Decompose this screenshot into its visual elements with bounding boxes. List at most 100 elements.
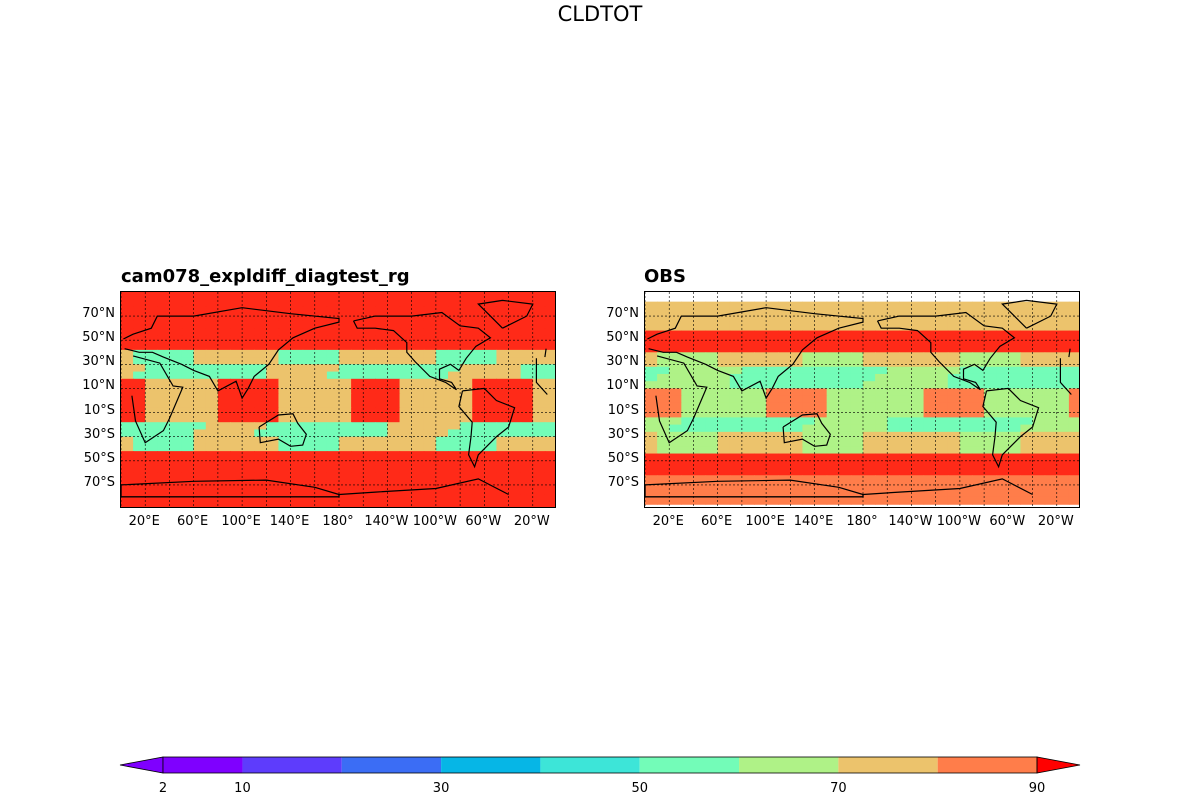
cloud-cell: [935, 402, 949, 411]
cloud-cell: [887, 475, 900, 484]
cloud-cell: [899, 468, 913, 476]
cloud-cell: [1008, 410, 1022, 418]
cloud-cell: [1032, 337, 1046, 346]
cloud-cell: [472, 320, 485, 329]
cloud-cell: [484, 313, 498, 322]
cloud-cell: [899, 475, 913, 484]
cloud-cell: [217, 465, 231, 474]
cloud-cell: [544, 328, 555, 336]
cloud-cell: [339, 443, 352, 452]
cloud-cell: [1008, 366, 1022, 375]
cloud-cell: [302, 378, 316, 387]
cloud-cell: [339, 313, 352, 322]
cloud-cell: [254, 299, 267, 308]
cloud-cell: [544, 299, 555, 308]
cloud-cell: [205, 335, 219, 344]
cloud-cell: [1068, 446, 1079, 455]
cloud-cell: [448, 407, 461, 416]
cloud-cell: [838, 468, 852, 476]
cloud-cell: [814, 373, 828, 382]
cloud-cell: [996, 460, 1009, 469]
cloud-cell: [266, 400, 280, 409]
cloud-cell: [899, 489, 913, 498]
cloud-cell: [484, 299, 498, 308]
cloud-cell: [399, 501, 413, 507]
cloud-cell: [242, 480, 255, 488]
cloud-cell: [1068, 460, 1079, 469]
cloud-cell: [802, 417, 816, 426]
cloud-cell: [887, 410, 900, 418]
cloud-cell: [302, 371, 316, 380]
cloud-cell: [1032, 308, 1046, 317]
cloud-cell: [681, 381, 695, 390]
cloud-cell: [496, 400, 510, 409]
cloud-cell: [1056, 330, 1070, 339]
cloud-cell: [326, 386, 340, 394]
cloud-cell: [520, 487, 534, 496]
cloud-cell: [766, 482, 779, 491]
cloud-cell: [838, 330, 852, 339]
cloud-cell: [520, 458, 534, 467]
cloud-cell: [681, 395, 695, 404]
cloud-cell: [972, 330, 985, 339]
cloud-cell: [899, 337, 913, 346]
cloud-cell: [875, 431, 888, 440]
cloud-cell: [351, 443, 364, 452]
cloud-cell: [302, 494, 316, 503]
cloud-cell: [145, 342, 158, 351]
cloud-cell: [1056, 446, 1070, 455]
cloud-cell: [121, 465, 134, 474]
cloud-cell: [302, 422, 316, 431]
cloud-cell: [423, 313, 437, 322]
cloud-cell: [1032, 475, 1046, 484]
cloud-cell: [472, 292, 485, 300]
cloud-cell: [681, 431, 695, 440]
cloud-cell: [778, 301, 791, 310]
cloud-cell: [741, 352, 755, 361]
cloud-cell: [899, 395, 913, 404]
cloud-cell: [193, 436, 207, 445]
cloud-cell: [411, 320, 425, 329]
cloud-cell: [278, 451, 292, 459]
cloud-cell: [217, 472, 231, 481]
cloud-cell: [863, 417, 876, 426]
cloud-cell: [984, 402, 997, 411]
colorbar-segment: [739, 757, 839, 773]
cloud-cell: [935, 453, 949, 462]
cloud-cell: [717, 468, 731, 476]
cloud-cell: [681, 468, 695, 476]
cloud-cell: [423, 465, 437, 474]
cloud-cell: [387, 414, 401, 423]
cloud-cell: [230, 320, 243, 329]
cloud-cell: [532, 414, 546, 423]
cloud-cell: [875, 460, 888, 469]
cloud-cell: [520, 480, 534, 488]
cloud-cell: [448, 335, 461, 344]
cloud-cell: [508, 299, 522, 308]
cloud-cell: [984, 323, 997, 332]
cloud-cell: [266, 299, 280, 308]
cloud-cell: [399, 364, 413, 373]
cloud-cell: [133, 443, 146, 452]
cloud-cell: [423, 357, 437, 365]
cloud-cell: [766, 475, 779, 484]
cloud-cell: [935, 381, 949, 390]
cloud-cell: [169, 494, 183, 503]
cloud-cell: [399, 335, 413, 344]
cloud-cell: [729, 345, 743, 353]
cloud-cell: [133, 371, 146, 380]
cloud-cell: [729, 373, 743, 382]
cloud-cell: [520, 386, 534, 394]
cloud-cell: [826, 410, 840, 418]
cloud-cell: [705, 424, 719, 433]
cloud-cell: [863, 395, 876, 404]
cloud-cell: [875, 337, 888, 346]
cloud-cell: [802, 373, 816, 382]
cloud-cell: [193, 292, 207, 300]
cloud-cell: [278, 320, 292, 329]
cloud-cell: [1020, 475, 1034, 484]
cloud-cell: [508, 320, 522, 329]
cloud-cell: [935, 359, 949, 368]
cloud-cell: [911, 402, 925, 411]
cloud-cell: [484, 320, 498, 329]
